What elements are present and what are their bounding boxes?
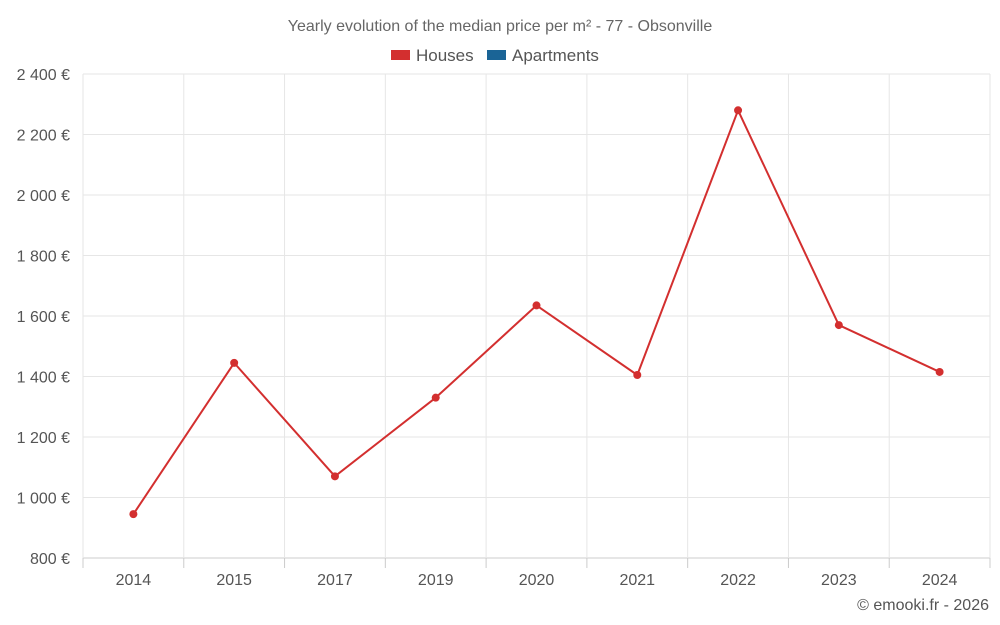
credit-text: © emooki.fr - 2026	[857, 597, 989, 614]
series-line-houses	[132, 109, 941, 515]
legend-item-apartments[interactable]: Apartments	[487, 46, 599, 65]
y-tick-label: 1 800 €	[17, 249, 70, 266]
axes: 800 € 1 000 € 1 200 € 1 400 € 1 600 € 1 800 €…	[17, 67, 991, 589]
legend-label-houses: Houses	[416, 46, 474, 65]
chart-title: Yearly evolution of the median price per…	[288, 18, 713, 35]
y-tick-label: 2 000 €	[17, 188, 70, 205]
x-tick-label: 2022	[720, 572, 756, 589]
legend-label-apartments: Apartments	[512, 46, 599, 65]
legend-swatch-apartments	[487, 50, 506, 60]
x-tick-label: 2017	[317, 572, 353, 589]
x-tick-label: 2023	[821, 572, 857, 589]
y-tick-label: 1 600 €	[17, 309, 70, 326]
x-tick-label: 2015	[216, 572, 252, 589]
y-tick-label: 2 400 €	[17, 67, 70, 84]
data-point-houses-2017[interactable]	[330, 472, 339, 481]
data-point-houses-2024[interactable]	[935, 367, 944, 376]
x-tick-label: 2021	[619, 572, 655, 589]
y-tick-label: 1 400 €	[17, 370, 70, 387]
x-tick-label: 2020	[519, 572, 555, 589]
series-houses	[129, 106, 944, 519]
legend-swatch-houses	[391, 50, 410, 60]
data-point-houses-2022[interactable]	[734, 106, 743, 115]
data-point-houses-2015[interactable]	[230, 358, 239, 367]
x-tick-label: 2019	[418, 572, 454, 589]
x-tick-label: 2014	[116, 572, 152, 589]
legend-item-houses[interactable]: Houses	[391, 46, 474, 65]
y-tick-label: 2 200 €	[17, 128, 70, 145]
y-tick-label: 1 200 €	[17, 430, 70, 447]
y-tick-label: 800 €	[30, 551, 70, 568]
data-point-houses-2020[interactable]	[532, 301, 541, 310]
legend: Houses Apartments	[391, 46, 599, 65]
data-point-houses-2023[interactable]	[834, 321, 843, 330]
y-tick-label: 1 000 €	[17, 491, 70, 508]
grid	[82, 73, 991, 559]
data-point-houses-2021[interactable]	[633, 370, 642, 379]
x-tick-label: 2024	[922, 572, 958, 589]
data-point-houses-2014[interactable]	[129, 510, 138, 519]
data-point-houses-2019[interactable]	[431, 393, 440, 402]
